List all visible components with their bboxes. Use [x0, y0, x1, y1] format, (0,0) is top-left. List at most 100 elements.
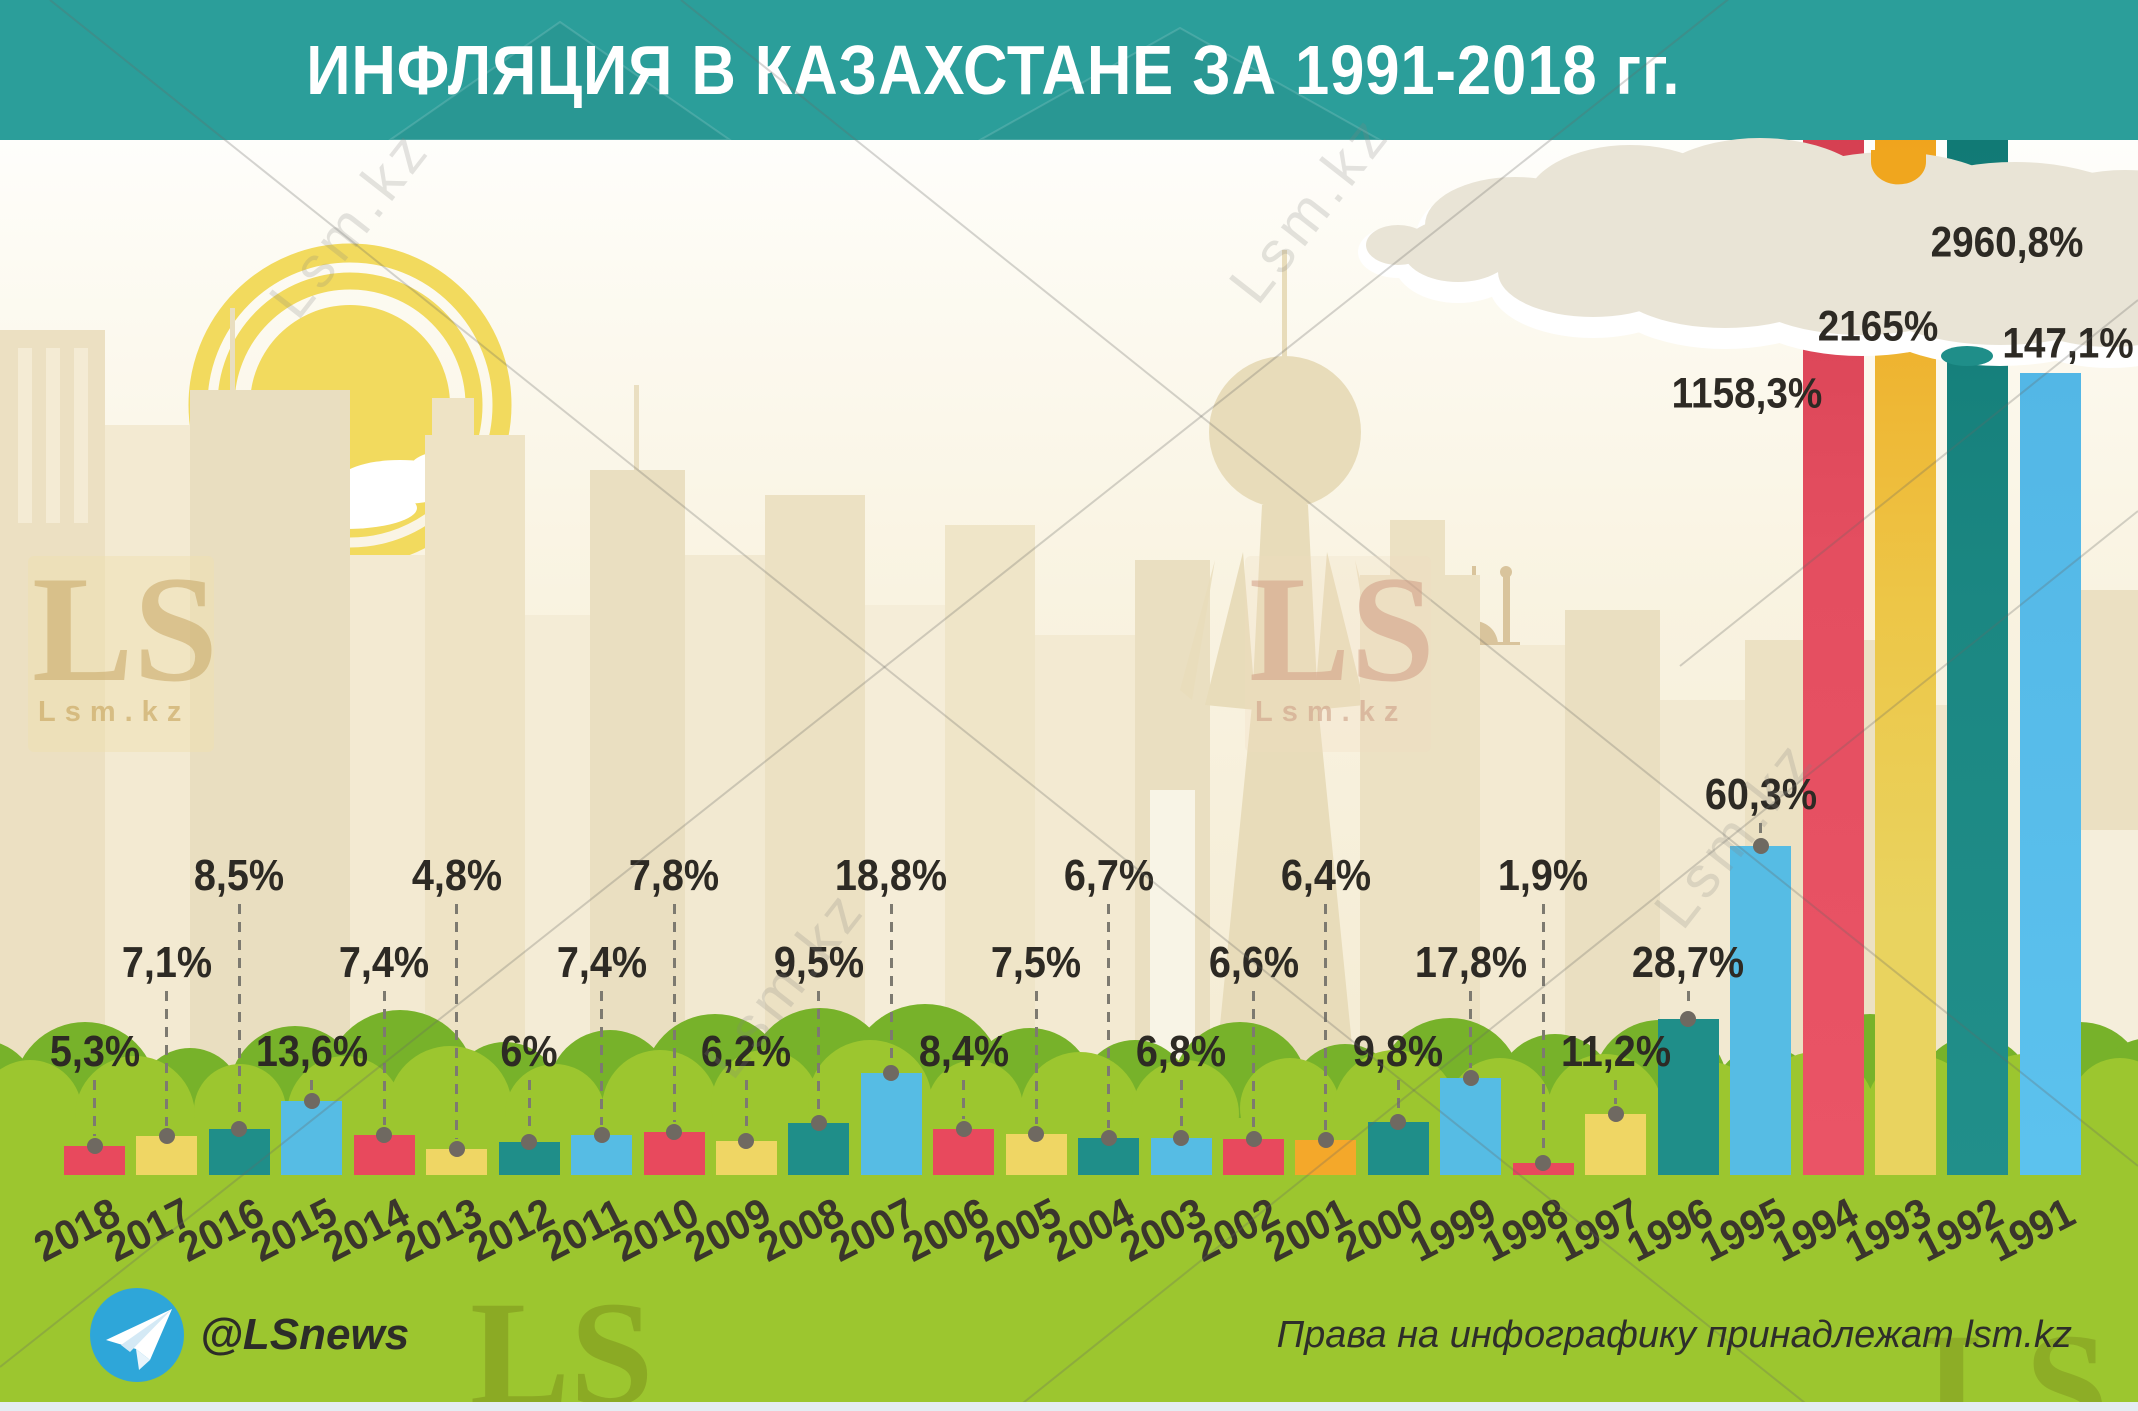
- value-label-2001: 6,4%: [1280, 851, 1372, 900]
- year-label-2008: 2008: [750, 1188, 851, 1271]
- value-label-1995: 60,3%: [1704, 770, 1817, 819]
- bar-1993: [1875, 140, 1936, 1175]
- bar-2001: [1295, 1140, 1357, 1175]
- pointer-dash-2018: [93, 1080, 96, 1136]
- pointer-dot-2006: [955, 1121, 972, 1137]
- pointer-dot-2016: [231, 1121, 248, 1137]
- year-label-2018: 2018: [26, 1188, 127, 1271]
- title-bar: ИНФЛЯЦИЯ В КАЗАХСТАНЕ ЗА 1991-2018 гг.: [0, 0, 2138, 140]
- value-label-2012: 6%: [500, 1027, 558, 1076]
- cloud-puff: [245, 502, 355, 538]
- pointer-dash-1995: [1759, 823, 1763, 836]
- page-title: ИНФЛЯЦИЯ В КАЗАХСТАНЕ ЗА 1991-2018 гг.: [306, 31, 1681, 109]
- value-label-1991: 147,1%: [2002, 319, 2134, 368]
- bar-2017: [136, 1136, 198, 1175]
- pointer-dash-2011: [600, 991, 604, 1125]
- value-label-2005: 7,5%: [991, 938, 1082, 987]
- watermark-lsmkz: Lsm.kz: [1641, 726, 1829, 941]
- telegram-icon[interactable]: [90, 1288, 184, 1382]
- pointer-dot-2010: [666, 1124, 683, 1140]
- bar-2000: [1367, 1122, 1429, 1175]
- year-label-2001: 2001: [1257, 1188, 1358, 1271]
- pointer-dot-2005: [1028, 1126, 1045, 1142]
- pointer-dash-2017: [165, 991, 169, 1126]
- bar-2009: [715, 1141, 777, 1175]
- pointer-dash-2013: [455, 904, 459, 1139]
- value-label-2011: 7,4%: [556, 938, 647, 987]
- bar-1992: [1947, 140, 2009, 1175]
- value-label-2010: 7,8%: [628, 851, 720, 900]
- pointer-dot-2001: [1317, 1132, 1334, 1148]
- bar-2015: [281, 1101, 343, 1175]
- bar-1995: [1730, 846, 1792, 1175]
- year-label-2012: 2012: [460, 1188, 562, 1271]
- cloud-puff: [338, 460, 462, 504]
- pointer-dot-2014: [376, 1127, 393, 1143]
- pointer-dash-2009: [744, 1080, 748, 1131]
- bar-1991: [2019, 373, 2081, 1175]
- pointer-dot-2013: [448, 1141, 465, 1157]
- pointer-dot-2011: [593, 1127, 610, 1143]
- year-label-2015: 2015: [243, 1188, 344, 1271]
- year-label-1993: 1993: [1837, 1188, 1938, 1271]
- pointer-dash-1998: [1541, 904, 1545, 1153]
- watermark-ls-center: LS Lsm.kz: [1245, 545, 1435, 752]
- pointer-dash-1999: [1469, 991, 1473, 1068]
- year-label-2007: 2007: [822, 1188, 924, 1271]
- year-label-1998: 1998: [1474, 1188, 1576, 1271]
- pointer-dash-2002: [1252, 991, 1256, 1129]
- year-label-1995: 1995: [1692, 1188, 1793, 1271]
- pointer-dot-1996: [1680, 1011, 1697, 1027]
- pointer-dash-2008: [817, 991, 821, 1113]
- year-label-2005: 2005: [967, 1188, 1069, 1271]
- year-label-2006: 2006: [895, 1188, 996, 1271]
- year-label-2016: 2016: [170, 1188, 272, 1271]
- value-label-2017: 7,1%: [121, 938, 213, 987]
- pointer-dot-2000: [1390, 1114, 1407, 1130]
- title-mountains: [388, 20, 1383, 140]
- bar-1999: [1440, 1078, 1502, 1175]
- telegram-handle[interactable]: @LSnews: [200, 1310, 410, 1359]
- pointer-dot-2008: [810, 1115, 827, 1131]
- cloud-body: [1366, 138, 2138, 347]
- bushes-back: [0, 1004, 2138, 1166]
- year-label-2011: 2011: [534, 1188, 633, 1271]
- bar-2005: [1005, 1134, 1067, 1175]
- bar-2007: [860, 1073, 922, 1175]
- pointer-dot-1995: [1752, 838, 1769, 854]
- bar-1998: [1512, 1163, 1574, 1175]
- bar-1992-peek: [1941, 346, 1993, 366]
- pointer-dash-2012: [527, 1080, 531, 1132]
- value-label-1998: 1,9%: [1498, 851, 1589, 900]
- bar-1997: [1585, 1114, 1647, 1175]
- bar-2012: [498, 1142, 560, 1175]
- pointer-dash-2003: [1179, 1080, 1183, 1128]
- pointer-dot-2018: [86, 1138, 103, 1154]
- value-label-2004: 6,7%: [1063, 851, 1154, 900]
- pointer-dash-1996: [1686, 991, 1690, 1009]
- year-label-2004: 2004: [1040, 1188, 1141, 1271]
- bar-2002: [1223, 1139, 1285, 1175]
- year-label-2017: 2017: [98, 1188, 199, 1271]
- year-label-2014: 2014: [315, 1188, 417, 1271]
- bar-2004: [1078, 1138, 1140, 1175]
- pointer-dot-1999: [1462, 1070, 1479, 1086]
- value-label-1999: 17,8%: [1414, 938, 1528, 987]
- cloud-puff: [410, 450, 494, 486]
- bar-1996: [1657, 1019, 1719, 1175]
- watermark-lsmkz: Lsm.kz: [256, 116, 444, 331]
- year-label-1996: 1996: [1619, 1188, 1721, 1271]
- value-label-2013: 4,8%: [411, 851, 502, 900]
- value-label-2003: 6,8%: [1135, 1027, 1227, 1076]
- baiterek-tower: [1180, 250, 1390, 1120]
- watermark-ls-left: LS Lsm.kz: [28, 545, 218, 752]
- year-label-2009: 2009: [678, 1188, 779, 1271]
- value-label-1994: 1158,3%: [1671, 369, 1823, 418]
- bar-2018: [64, 1146, 125, 1175]
